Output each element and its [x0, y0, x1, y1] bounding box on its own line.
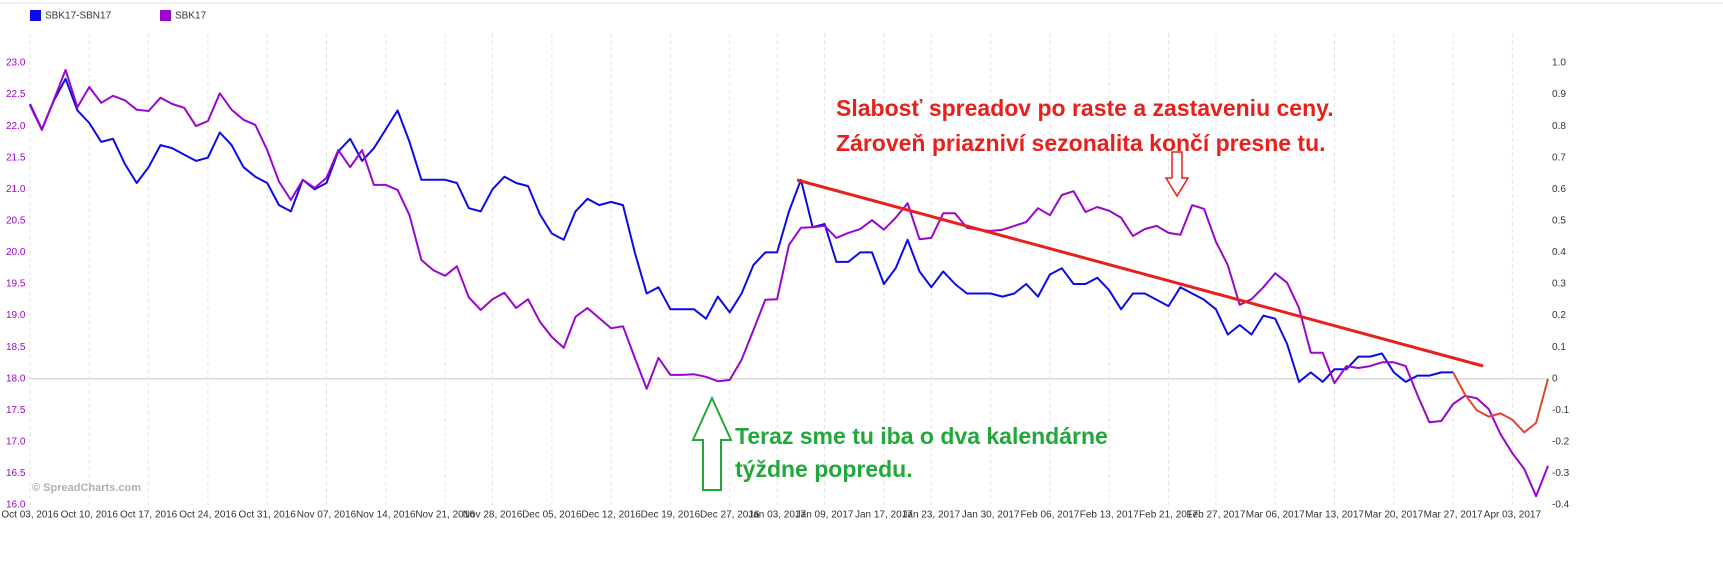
- legend-label: SBK17: [175, 11, 207, 22]
- x-tick-label: Feb 13, 2017: [1080, 510, 1139, 521]
- ticks: 16.0 16.5 17.0 17.5 18.0 18.5 19.0 19.5 20.0 20.5…: [1, 58, 1569, 521]
- y2-tick-label: 0.7: [1552, 152, 1566, 163]
- y2-tick-label: 0.6: [1552, 184, 1566, 195]
- x-tick-label: Mar 06, 2017: [1246, 510, 1305, 521]
- annotation: Slabosť spreadov po raste a zastaveniu c…: [836, 95, 1334, 121]
- x-tick-label: Mar 27, 2017: [1424, 510, 1483, 521]
- y-tick-label: 21.5: [6, 152, 26, 163]
- y-tick-label: 19.5: [6, 279, 26, 290]
- up-arrow: [691, 395, 733, 491]
- y-tick-label: 20.0: [6, 247, 26, 258]
- x-tick-label: Feb 06, 2017: [1020, 510, 1079, 521]
- y-tick-label: 17.0: [6, 436, 26, 447]
- x-tick-label: Oct 03, 2016: [1, 510, 59, 521]
- y-tick-label: 18.0: [6, 373, 26, 384]
- x-tick-label: Mar 13, 2017: [1305, 510, 1364, 521]
- y2-tick-label: 0.4: [1552, 247, 1566, 258]
- x-tick-label: Jan 30, 2017: [962, 510, 1020, 521]
- y-tick-label: 17.5: [6, 405, 26, 416]
- legend-swatch: [160, 10, 171, 21]
- x-tick-label: Jan 03, 2017: [748, 510, 806, 521]
- x-tick-label: Dec 05, 2016: [522, 510, 582, 521]
- legend: SBK17-SBN17 SBK17: [30, 10, 207, 22]
- y-tick-label: 18.5: [6, 342, 26, 353]
- y-tick-label: 23.0: [6, 58, 26, 69]
- x-tick-label: Dec 27, 2016: [700, 510, 760, 521]
- annotation: Zároveň priazniví sezonalita končí presn…: [836, 130, 1326, 156]
- y2-tick-label: 0.9: [1552, 89, 1566, 100]
- x-tick-label: Jan 09, 2017: [796, 510, 854, 521]
- y-tick-label: 19.0: [6, 310, 26, 321]
- x-tick-label: Feb 21, 2017: [1139, 510, 1198, 521]
- y2-tick-label: 0: [1552, 373, 1558, 384]
- watermark: © SpreadCharts.com: [32, 482, 141, 494]
- y2-tick-label: 1.0: [1552, 58, 1566, 69]
- x-tick-label: Dec 12, 2016: [581, 510, 641, 521]
- x-tick-label: Nov 07, 2016: [297, 510, 357, 521]
- annotation: Teraz sme tu iba o dva kalendárne: [735, 423, 1108, 449]
- y-tick-label: 16.5: [6, 468, 26, 479]
- series-line: [29, 68, 1549, 498]
- y2-tick-label: -0.2: [1552, 436, 1570, 447]
- legend-label: SBK17-SBN17: [45, 11, 112, 22]
- y2-tick-label: -0.4: [1552, 500, 1570, 511]
- y-tick-label: 22.0: [6, 121, 26, 132]
- y2-tick-label: 0.3: [1552, 279, 1566, 290]
- y-tick-label: 22.5: [6, 89, 26, 100]
- x-tick-label: Apr 03, 2017: [1484, 510, 1542, 521]
- y-tick-label: 20.5: [6, 215, 26, 226]
- x-tick-label: Nov 21, 2016: [415, 510, 475, 521]
- y2-tick-label: 0.1: [1552, 342, 1566, 353]
- x-tick-label: Oct 31, 2016: [239, 510, 297, 521]
- x-tick-label: Mar 20, 2017: [1364, 510, 1423, 521]
- legend-swatch: [30, 10, 41, 21]
- y-tick-label: 16.0: [6, 500, 26, 511]
- series-line: [1452, 371, 1549, 434]
- x-tick-label: Dec 19, 2016: [641, 510, 701, 521]
- plot-lines: [29, 68, 1549, 498]
- grid: [29, 33, 1548, 505]
- y-tick-label: 21.0: [6, 184, 26, 195]
- y2-tick-label: 0.2: [1552, 310, 1566, 321]
- trend-line: [796, 178, 1484, 368]
- y2-tick-label: -0.1: [1552, 405, 1570, 416]
- x-tick-label: Feb 27, 2017: [1186, 510, 1245, 521]
- x-tick-label: Oct 24, 2016: [179, 510, 237, 521]
- x-tick-label: Oct 10, 2016: [61, 510, 119, 521]
- down-arrow: [1164, 151, 1190, 198]
- y2-tick-label: -0.3: [1552, 468, 1570, 479]
- y2-tick-label: 0.8: [1552, 121, 1566, 132]
- series-line: [29, 77, 1454, 383]
- x-tick-label: Nov 28, 2016: [463, 510, 523, 521]
- x-tick-label: Jan 23, 2017: [902, 510, 960, 521]
- x-tick-label: Jan 17, 2017: [855, 510, 913, 521]
- x-tick-label: Oct 17, 2016: [120, 510, 178, 521]
- annotation: týždne popredu.: [735, 456, 913, 482]
- x-tick-label: Nov 14, 2016: [356, 510, 416, 521]
- y2-tick-label: 0.5: [1552, 215, 1566, 226]
